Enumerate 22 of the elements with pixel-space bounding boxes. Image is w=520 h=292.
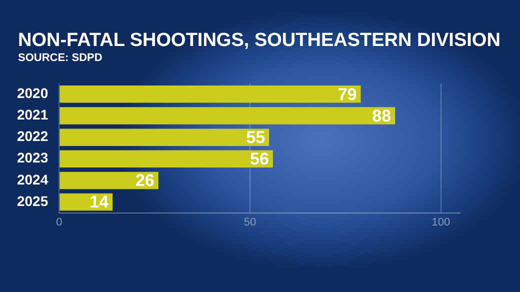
chart-title: NON-FATAL SHOOTINGS, SOUTHEASTERN DIVISION — [18, 30, 500, 52]
data-label: 14 — [90, 192, 110, 212]
bar — [60, 172, 158, 190]
x-tick-label: 100 — [432, 216, 450, 228]
y-tick-label: 2021 — [16, 106, 48, 123]
bar — [60, 128, 270, 146]
data-label: 26 — [135, 171, 154, 190]
chart-subtitle: SOURCE: SDPD — [18, 52, 102, 64]
data-label: 79 — [338, 84, 357, 104]
data-label: 88 — [372, 106, 392, 126]
bar — [60, 150, 273, 168]
y-tick-label: 2025 — [16, 192, 48, 209]
data-label: 55 — [246, 128, 266, 148]
y-tick-label: 2022 — [16, 128, 48, 144]
bar — [60, 107, 396, 124]
y-tick-label: 2024 — [16, 171, 48, 188]
y-tick-label: 2020 — [16, 85, 48, 102]
x-tick-label: 0 — [56, 216, 62, 228]
bar — [60, 86, 361, 103]
data-label: 56 — [250, 150, 269, 169]
y-tick-label: 2023 — [16, 150, 48, 166]
x-tick-label: 50 — [244, 216, 256, 228]
